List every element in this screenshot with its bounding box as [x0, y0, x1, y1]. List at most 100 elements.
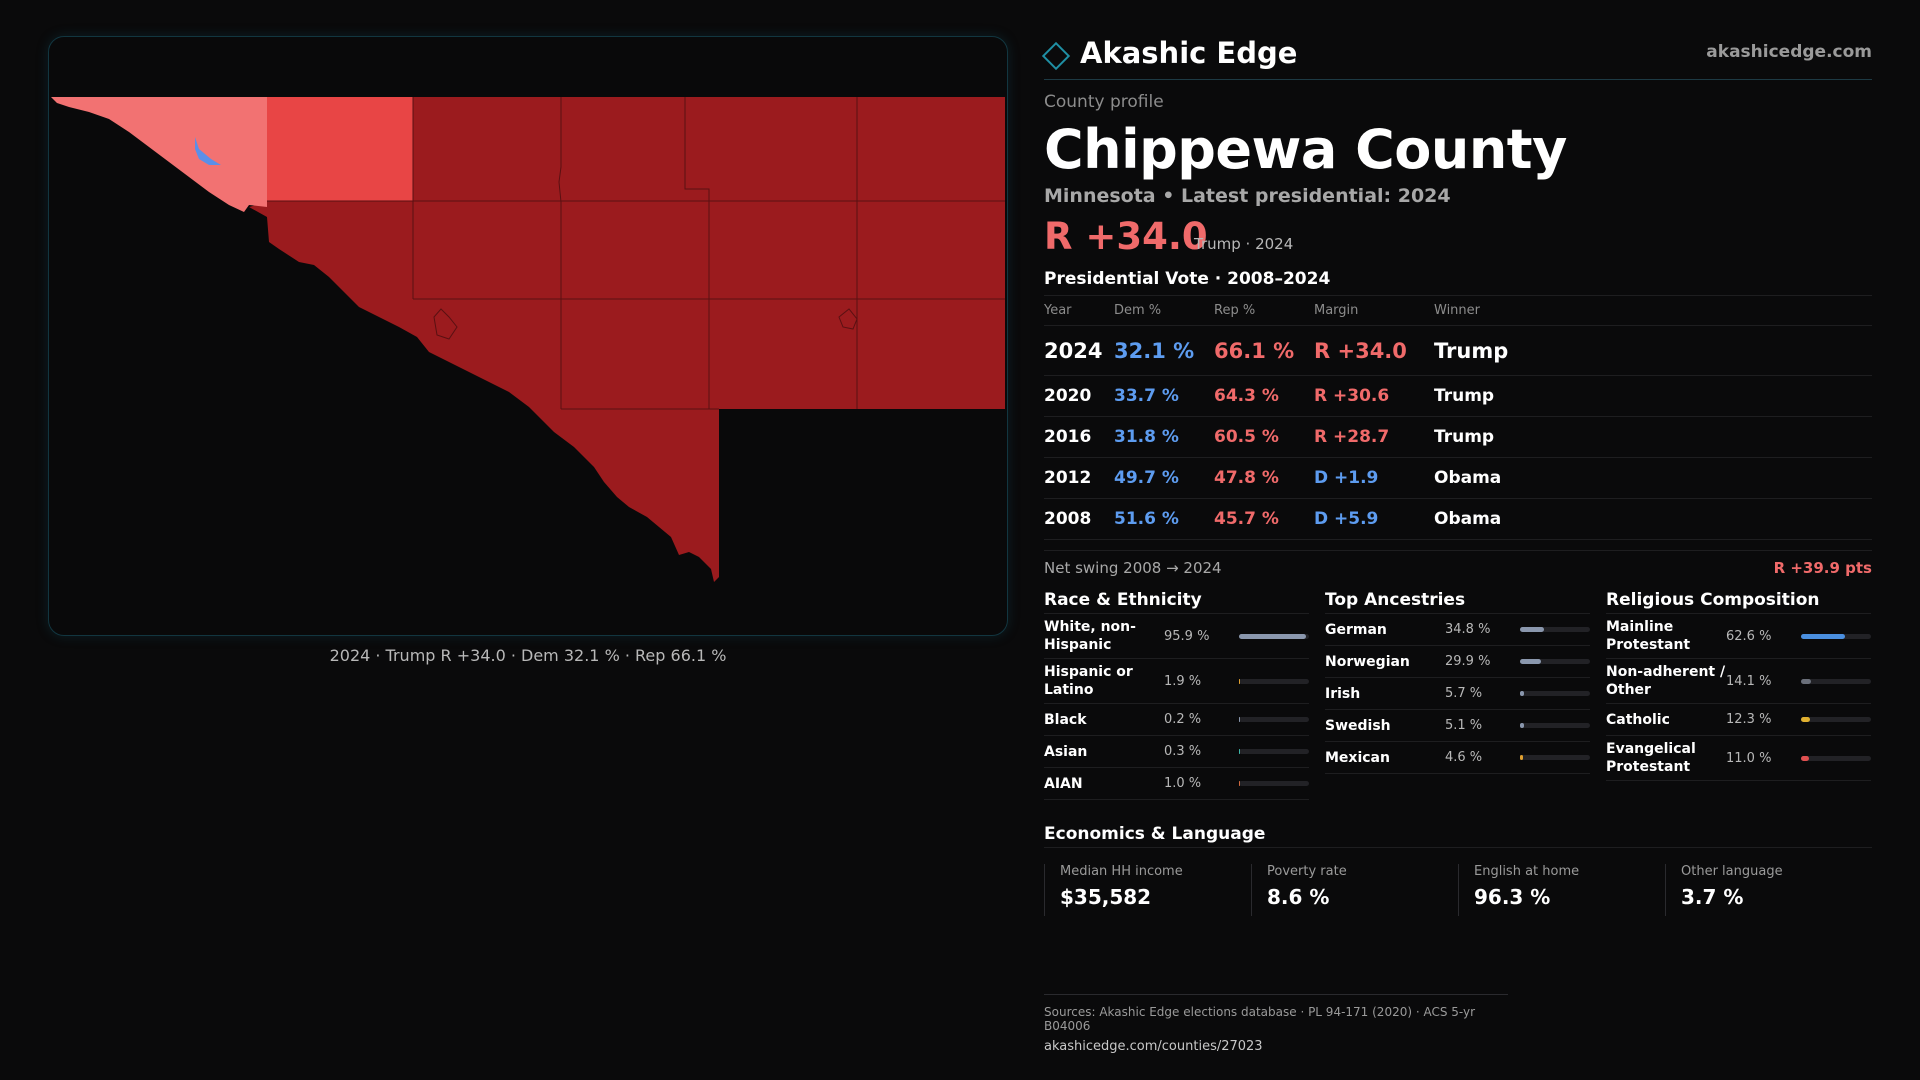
- stat-value: 95.9 %: [1164, 628, 1210, 644]
- stat-bar: [1239, 781, 1309, 786]
- stat-label: AIAN: [1044, 775, 1083, 792]
- list-item: Norwegian 29.9 %: [1325, 646, 1590, 678]
- economics-value: 3.7 %: [1681, 885, 1744, 909]
- stat-bar-fill: [1801, 755, 1809, 761]
- vote-winner: Trump: [1434, 325, 1872, 376]
- list-item: Evangelical Protestant 11.0 %: [1606, 736, 1871, 781]
- precinct-dem-winner[interactable]: [195, 137, 221, 165]
- table-row[interactable]: 2024 32.1 % 66.1 % R +34.0 Trump: [1044, 325, 1872, 376]
- stat-value: 62.6 %: [1726, 628, 1772, 644]
- county-map-panel[interactable]: [48, 36, 1008, 636]
- presidential-vote-table: Year Dem % Rep % Margin Winner 2024 32.1 …: [1044, 295, 1872, 540]
- brand-header: Akashic Edge akashicedge.com: [1041, 36, 1872, 80]
- page-title: Chippewa County: [1044, 118, 1567, 181]
- stat-label: Black: [1044, 711, 1087, 728]
- stat-label: Mexican: [1325, 749, 1390, 766]
- brand-name[interactable]: Akashic Edge: [1080, 36, 1298, 70]
- religion-title: Religious Composition: [1606, 590, 1871, 614]
- vote-year: 2012: [1044, 457, 1114, 499]
- list-item: Non-adherent / Other 14.1 %: [1606, 659, 1871, 704]
- economics-value: 8.6 %: [1267, 885, 1330, 909]
- list-item: Swedish 5.1 %: [1325, 710, 1590, 742]
- stat-bar: [1239, 678, 1309, 684]
- net-swing-value: R +39.9 pts: [1773, 559, 1872, 577]
- diamond-logo-icon: [1041, 41, 1071, 71]
- stat-bar-fill: [1520, 659, 1541, 664]
- stat-bar: [1239, 749, 1309, 754]
- header-year: Year: [1044, 295, 1114, 326]
- table-row[interactable]: 2008 51.6 % 45.7 % D +5.9 Obama: [1044, 498, 1872, 540]
- stat-label: White, non-Hispanic: [1044, 619, 1136, 653]
- economics-stat: Poverty rate 8.6 %: [1251, 864, 1458, 916]
- vote-year: 2020: [1044, 375, 1114, 417]
- stat-bar-fill: [1239, 678, 1241, 684]
- vote-rep-pct: 47.8 %: [1214, 457, 1314, 499]
- stat-label: Mainline Protestant: [1606, 619, 1691, 653]
- economics-grid: Median HH income $35,582 Poverty rate 8.6 %…: [1044, 864, 1872, 916]
- stat-value: 5.1 %: [1445, 718, 1483, 733]
- ancestry-title: Top Ancestries: [1325, 590, 1590, 614]
- stat-bar: [1520, 691, 1590, 696]
- list-item: Irish 5.7 %: [1325, 678, 1590, 710]
- profile-label: County profile: [1044, 92, 1164, 112]
- precinct-region-north[interactable]: [267, 97, 413, 201]
- table-row[interactable]: 2016 31.8 % 60.5 % R +28.7 Trump: [1044, 416, 1872, 458]
- stat-bar: [1520, 755, 1590, 760]
- headline-margin-note: Trump · 2024: [1194, 235, 1294, 253]
- stat-bar-fill: [1520, 723, 1524, 728]
- stat-bar: [1801, 633, 1871, 639]
- vote-rep-pct: 45.7 %: [1214, 498, 1314, 540]
- stat-label: Evangelical Protestant: [1606, 741, 1696, 775]
- headline-margin-value: R +34.0: [1044, 215, 1208, 258]
- vote-dem-pct: 33.7 %: [1114, 375, 1214, 417]
- economics-stat: English at home 96.3 %: [1458, 864, 1665, 916]
- list-item: Hispanic or Latino 1.9 %: [1044, 659, 1309, 704]
- vote-year: 2008: [1044, 498, 1114, 540]
- vote-year: 2016: [1044, 416, 1114, 458]
- vote-dem-pct: 32.1 %: [1114, 325, 1214, 376]
- precinct-region-main[interactable]: [249, 97, 1005, 582]
- economics-label: Median HH income: [1060, 864, 1183, 879]
- township-boundaries: [267, 97, 1005, 410]
- economics-value: $35,582: [1060, 885, 1152, 909]
- vote-dem-pct: 51.6 %: [1114, 498, 1214, 540]
- stat-bar: [1239, 717, 1309, 722]
- map-caption: 2024 · Trump R +34.0 · Dem 32.1 % · Rep …: [329, 646, 727, 665]
- stat-bar-fill: [1239, 781, 1240, 786]
- stat-bar-fill: [1520, 755, 1524, 760]
- stat-bar: [1520, 723, 1590, 728]
- stat-label: Swedish: [1325, 717, 1391, 734]
- stat-bar: [1239, 633, 1309, 639]
- stat-bar-fill: [1801, 633, 1845, 639]
- presidential-vote-title: Presidential Vote · 2008–2024: [1044, 269, 1331, 289]
- county-map[interactable]: [49, 37, 1008, 636]
- vote-rep-pct: 66.1 %: [1214, 325, 1314, 376]
- sources-text: Sources: Akashic Edge elections database…: [1044, 1005, 1476, 1033]
- stat-label: Norwegian: [1325, 653, 1410, 670]
- economics-label: Other language: [1681, 864, 1783, 879]
- header-dem: Dem %: [1114, 295, 1214, 326]
- table-row[interactable]: 2020 33.7 % 64.3 % R +30.6 Trump: [1044, 375, 1872, 417]
- stat-label: Hispanic or Latino: [1044, 664, 1133, 698]
- economics-label: Poverty rate: [1267, 864, 1347, 879]
- list-item: Mainline Protestant 62.6 %: [1606, 614, 1871, 659]
- stat-label: Asian: [1044, 743, 1088, 760]
- stat-bar-fill: [1239, 749, 1240, 754]
- stat-bar-fill: [1239, 717, 1240, 722]
- header-winner: Winner: [1434, 295, 1872, 326]
- header-margin: Margin: [1314, 295, 1434, 326]
- stat-bar-fill: [1801, 717, 1810, 722]
- stat-value: 34.8 %: [1445, 622, 1491, 637]
- economics-title: Economics & Language: [1044, 824, 1872, 848]
- stat-value: 1.0 %: [1164, 776, 1202, 791]
- list-item: Asian 0.3 %: [1044, 736, 1309, 768]
- county-url-link[interactable]: akashicedge.com/counties/27023: [1044, 1039, 1263, 1054]
- precinct-region-northwest[interactable]: [51, 97, 267, 212]
- table-row[interactable]: 2012 49.7 % 47.8 % D +1.9 Obama: [1044, 457, 1872, 499]
- stat-bar: [1801, 717, 1871, 722]
- economics-label: English at home: [1474, 864, 1580, 879]
- vote-margin: R +28.7: [1314, 416, 1434, 458]
- county-profile-panel: Akashic Edge akashicedge.com County prof…: [1041, 36, 1872, 916]
- brand-url-link[interactable]: akashicedge.com: [1706, 42, 1872, 62]
- stat-bar-fill: [1520, 691, 1524, 696]
